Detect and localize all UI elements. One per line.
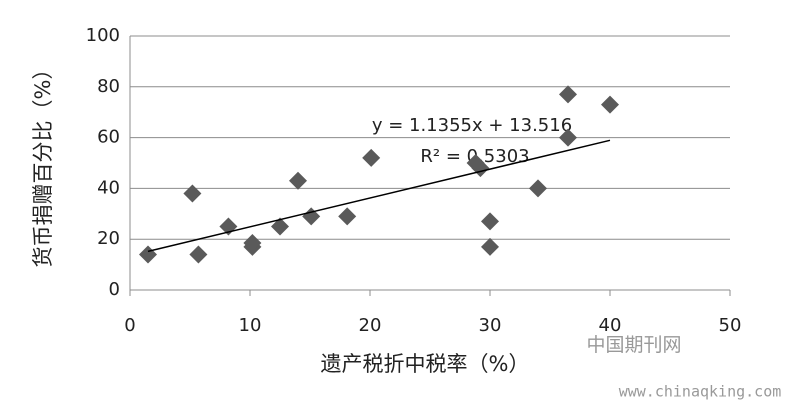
point bbox=[289, 171, 307, 190]
point bbox=[302, 207, 321, 226]
x-tick-label: 10 bbox=[239, 315, 262, 336]
point bbox=[559, 85, 577, 104]
point bbox=[189, 245, 208, 264]
y-tick-label: 20 bbox=[97, 228, 120, 249]
x-axis-label: 遗产税折中税率（%） bbox=[321, 352, 530, 376]
point bbox=[481, 237, 499, 256]
y-axis-label: 货币捐赠百分比（%） bbox=[31, 59, 55, 268]
y-tick-label: 60 bbox=[97, 127, 120, 148]
y-tick-label: 80 bbox=[97, 76, 120, 97]
x-tick-label: 50 bbox=[719, 315, 742, 336]
point bbox=[338, 207, 357, 226]
equation: y = 1.1355x + 13.516 bbox=[372, 115, 572, 136]
point bbox=[183, 184, 202, 203]
point bbox=[481, 212, 499, 231]
y-tick-label: 100 bbox=[86, 25, 120, 46]
point bbox=[271, 217, 289, 236]
x-tick-label: 20 bbox=[359, 315, 382, 336]
point bbox=[559, 128, 577, 147]
x-tick-label: 40 bbox=[599, 315, 622, 336]
y-tick-label: 0 bbox=[109, 279, 120, 300]
point bbox=[139, 245, 157, 264]
y-tick-label: 40 bbox=[97, 177, 120, 198]
trendline bbox=[147, 139, 611, 253]
watermark: 中国期刊网 bbox=[586, 334, 681, 356]
watermark-url: www.chinaqking.com bbox=[619, 383, 782, 401]
point bbox=[243, 234, 262, 253]
point bbox=[601, 95, 619, 114]
x-tick-label: 0 bbox=[124, 315, 135, 336]
x-tick-label: 30 bbox=[479, 315, 502, 336]
point bbox=[362, 148, 381, 167]
point bbox=[529, 179, 547, 198]
